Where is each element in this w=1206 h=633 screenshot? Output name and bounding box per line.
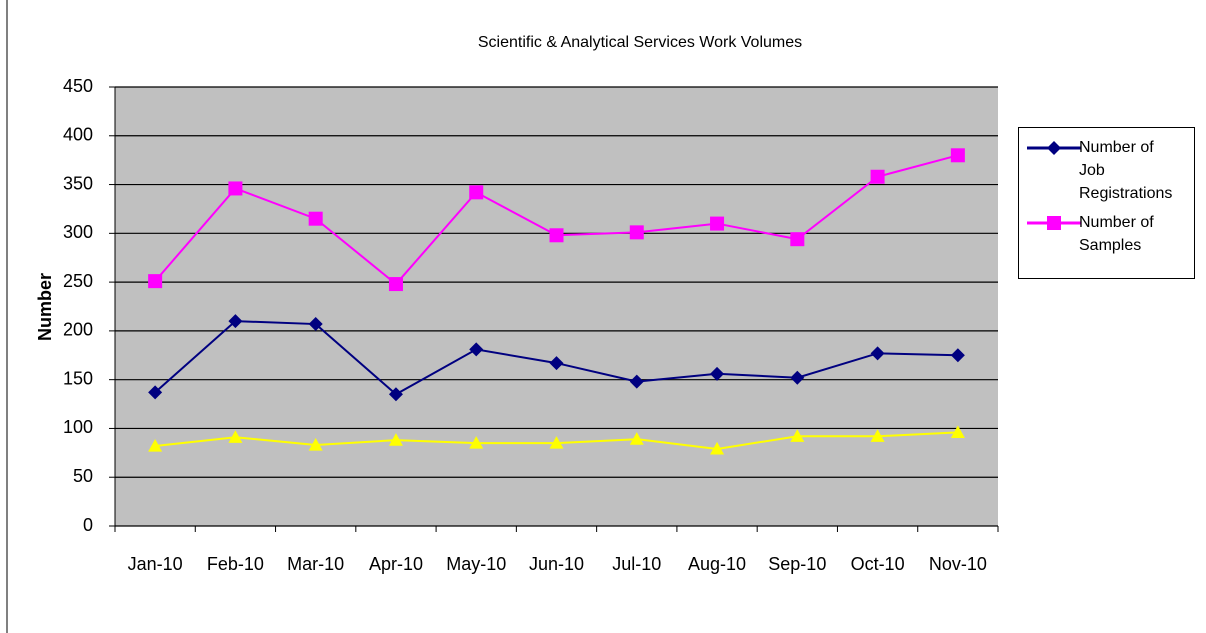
y-tick-label: 350 [63, 173, 93, 193]
legend-label: Number of Job Registrations [1079, 139, 1173, 202]
data-point [308, 211, 323, 226]
x-tick-label: Feb-10 [207, 554, 264, 574]
data-point [228, 430, 243, 443]
data-point [950, 348, 965, 363]
y-tick-label: 450 [63, 76, 93, 96]
x-tick-label: Sep-10 [768, 554, 826, 574]
x-tick-label: Nov-10 [929, 554, 987, 574]
data-point [950, 425, 965, 438]
data-point [870, 169, 885, 184]
legend-marker [1047, 216, 1061, 230]
y-tick-label: 400 [63, 125, 93, 145]
x-tick-label: Apr-10 [369, 554, 423, 574]
data-point [710, 366, 725, 381]
y-tick-label: 50 [73, 466, 93, 486]
data-point [629, 225, 644, 240]
data-point [308, 438, 323, 451]
data-point [549, 356, 564, 371]
legend-swatch [1027, 141, 1081, 155]
x-tick-label: Jun-10 [529, 554, 584, 574]
legend-swatch [1027, 216, 1081, 230]
y-axis-label: Number [35, 273, 55, 341]
data-point [148, 439, 163, 452]
data-point [469, 342, 484, 357]
data-point [388, 277, 403, 292]
data-point [629, 432, 644, 445]
x-tick-label: May-10 [446, 554, 506, 574]
chart-title: Scientific & Analytical Services Work Vo… [478, 34, 802, 51]
data-point [710, 216, 725, 231]
data-point [629, 374, 644, 389]
data-point [228, 181, 243, 196]
y-tick-label: 150 [63, 368, 93, 388]
x-tick-label: Oct-10 [851, 554, 905, 574]
legend-marker [1047, 141, 1061, 155]
data-point [148, 385, 163, 400]
legend: Number of Job Registrations Number of Sam… [1018, 127, 1195, 279]
y-tick-label: 0 [83, 515, 93, 535]
legend-label: Number of Samples [1079, 214, 1154, 254]
data-point [469, 436, 484, 449]
y-tick-label: 300 [63, 222, 93, 242]
data-point [549, 436, 564, 449]
data-point [870, 429, 885, 442]
y-tick-label: 200 [63, 320, 93, 340]
data-point [950, 148, 965, 163]
data-point [308, 317, 323, 332]
data-point [870, 346, 885, 361]
data-point [148, 274, 163, 289]
data-point [790, 232, 805, 247]
y-tick-label: 250 [63, 271, 93, 291]
x-tick-label: Aug-10 [688, 554, 746, 574]
data-point [388, 387, 403, 402]
plot-area [115, 87, 998, 526]
x-tick-label: Jul-10 [612, 554, 661, 574]
x-tick-label: Jan-10 [128, 554, 183, 574]
data-point [790, 429, 805, 442]
data-point [710, 441, 725, 455]
data-point [228, 314, 243, 329]
data-point [549, 228, 564, 243]
data-point [388, 433, 403, 446]
data-point [469, 185, 484, 200]
x-tick-label: Mar-10 [287, 554, 344, 574]
y-tick-label: 100 [63, 417, 93, 437]
data-point [790, 370, 805, 385]
